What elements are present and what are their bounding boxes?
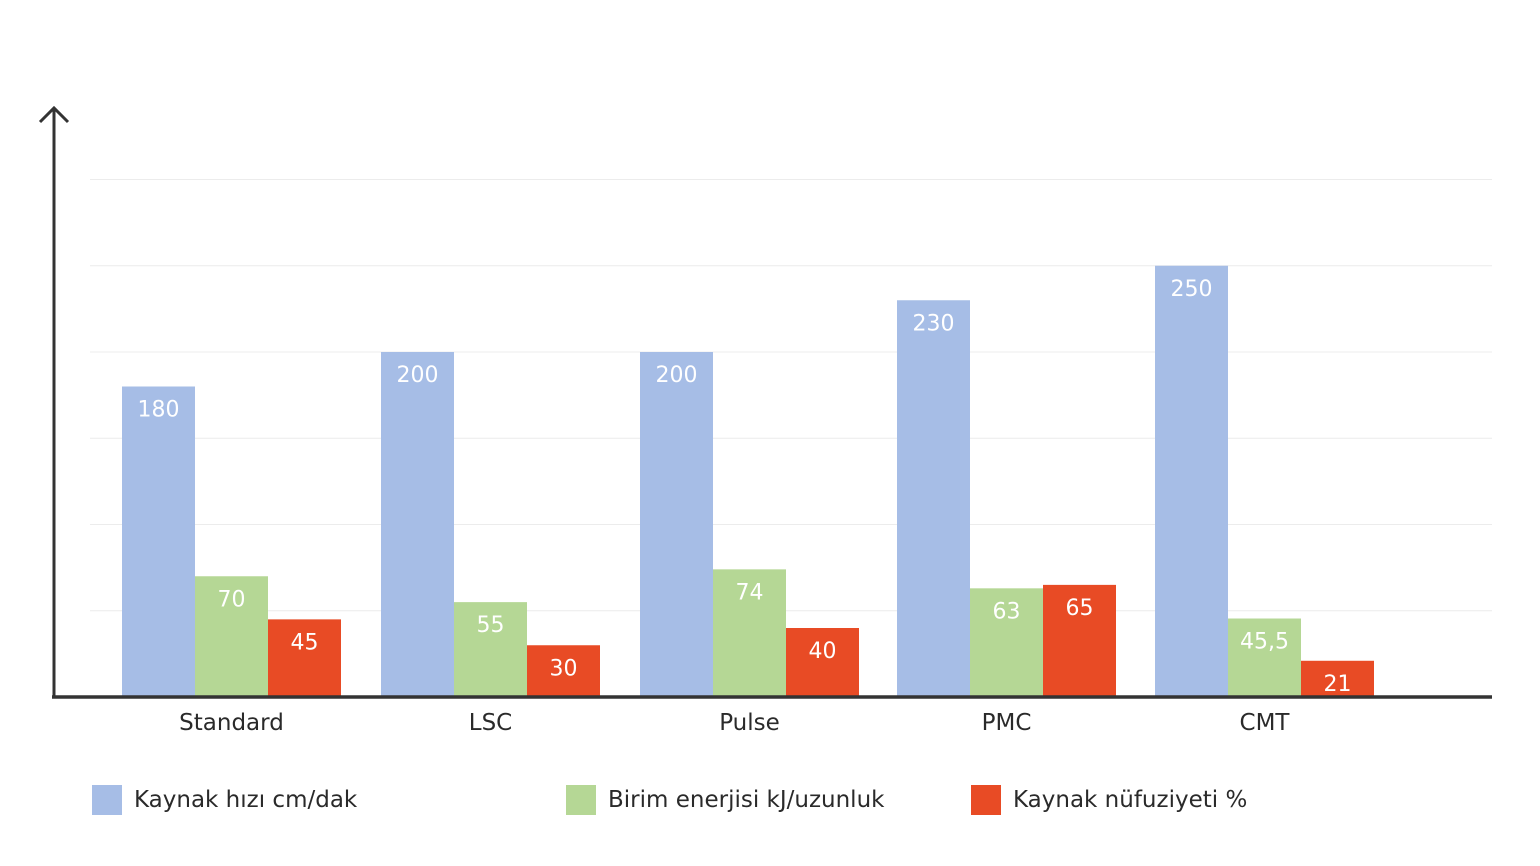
x-tick-label: PMC bbox=[982, 710, 1032, 736]
axes bbox=[38, 105, 1492, 699]
bar-value-label: 45,5 bbox=[1240, 630, 1289, 655]
bar bbox=[454, 602, 527, 697]
bar bbox=[122, 386, 195, 697]
bar-value-label: 65 bbox=[1066, 596, 1094, 621]
bar-value-label: 21 bbox=[1324, 672, 1352, 697]
bar bbox=[527, 645, 600, 697]
bar bbox=[1228, 618, 1301, 697]
legend-item-energy: Birim enerjisi kJ/uzunluk bbox=[566, 778, 884, 822]
gridlines bbox=[90, 179, 1492, 612]
bar bbox=[640, 352, 713, 697]
bars-group: 180 70 45 200 55 30 200 74 40 230 63 65 250 45,5 21 bbox=[122, 265, 1374, 697]
y-axis-arrow-icon bbox=[38, 105, 70, 124]
bar bbox=[786, 628, 859, 697]
bar-value-label: 74 bbox=[736, 580, 764, 605]
bar-value-label: 55 bbox=[477, 613, 505, 638]
legend-label-speed: Kaynak hızı cm/dak bbox=[134, 787, 358, 813]
bar bbox=[897, 300, 970, 697]
bar bbox=[1155, 265, 1228, 697]
bar-value-label: 70 bbox=[218, 587, 246, 612]
bar-value-label: 30 bbox=[550, 656, 578, 681]
bar-value-label: 200 bbox=[397, 363, 439, 388]
legend-label-penetration: Kaynak nüfuziyeti % bbox=[1013, 787, 1248, 813]
legend-item-speed: Kaynak hızı cm/dak bbox=[92, 778, 357, 822]
x-tick-label: CMT bbox=[1240, 710, 1291, 736]
bar-value-label: 250 bbox=[1171, 277, 1213, 302]
bar-value-label: 63 bbox=[993, 599, 1021, 624]
bar bbox=[268, 619, 341, 697]
bar bbox=[713, 569, 786, 697]
bar bbox=[381, 352, 454, 697]
bar-value-label: 180 bbox=[138, 398, 180, 423]
bar-value-label: 200 bbox=[656, 363, 698, 388]
legend: Kaynak hızı cm/dak Birim enerjisi kJ/uzu… bbox=[0, 778, 1540, 822]
bar bbox=[970, 588, 1043, 697]
legend-item-penetration: Kaynak nüfuziyeti % bbox=[971, 778, 1247, 822]
bar bbox=[195, 576, 268, 697]
bar-value-label: 230 bbox=[913, 311, 955, 336]
x-tick-label: Standard bbox=[179, 710, 284, 736]
legend-swatch-energy bbox=[566, 785, 596, 815]
x-tick-labels: Standard LSC Pulse PMC CMT bbox=[179, 710, 1290, 736]
bar bbox=[1043, 584, 1116, 697]
bar-value-label: 40 bbox=[809, 639, 837, 664]
bar bbox=[1301, 660, 1374, 697]
x-tick-label: LSC bbox=[469, 710, 512, 736]
x-tick-label: Pulse bbox=[719, 710, 780, 736]
legend-label-energy: Birim enerjisi kJ/uzunluk bbox=[608, 787, 885, 813]
legend-swatch-speed bbox=[92, 785, 122, 815]
bar-value-label: 45 bbox=[291, 630, 319, 655]
legend-swatch-penetration bbox=[971, 785, 1001, 815]
